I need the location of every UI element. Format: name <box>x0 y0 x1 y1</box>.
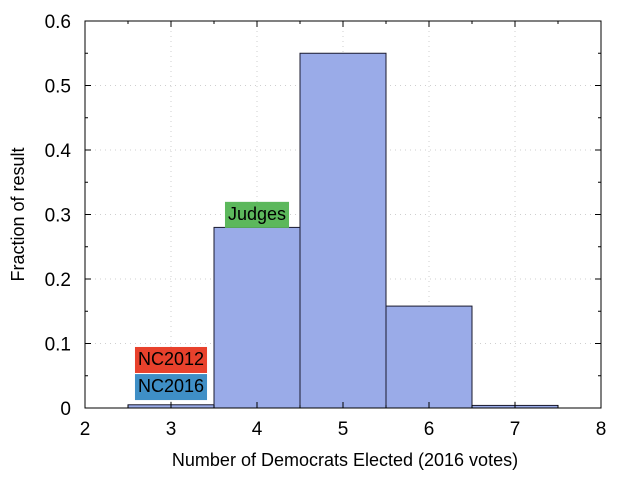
x-tick-label: 7 <box>510 419 521 440</box>
annotation-nc2012: NC2012 <box>134 346 208 373</box>
annotation-label: NC2012 <box>138 349 204 369</box>
y-tick-label: 0.4 <box>45 141 72 162</box>
annotation-judges: Judges <box>224 201 290 228</box>
annotations: NC2012 NC2016 Judges <box>134 201 290 401</box>
x-tick-label: 2 <box>80 419 91 440</box>
annotation-box <box>224 201 290 228</box>
annotation-box <box>134 346 208 373</box>
y-axis-title: Fraction of result <box>8 147 28 281</box>
x-tick-label: 8 <box>596 419 607 440</box>
annotation-label: Judges <box>228 204 286 224</box>
x-tick-label: 3 <box>166 419 177 440</box>
x-axis-title: Number of Democrats Elected (2016 votes) <box>172 450 518 470</box>
histogram-bar <box>213 226 301 409</box>
histogram-bar <box>299 52 387 409</box>
axis-ticks: 2 3 4 5 6 7 8 0 0.1 0.2 0.3 0.4 0.5 0.6 <box>45 12 607 440</box>
annotation-nc2016: NC2016 <box>134 374 208 401</box>
grid-lines <box>85 21 601 408</box>
x-tick-label: 5 <box>338 419 349 440</box>
x-tick-label: 4 <box>252 419 263 440</box>
annotation-label: NC2016 <box>138 376 204 396</box>
histogram-bar <box>385 305 473 409</box>
y-tick-label: 0.2 <box>45 270 71 291</box>
annotation-box <box>134 374 208 401</box>
y-tick-label: 0.1 <box>45 335 71 356</box>
y-tick-label: 0.3 <box>45 206 71 227</box>
x-tick-label: 6 <box>424 419 435 440</box>
y-tick-label: 0.5 <box>45 77 71 98</box>
y-tick-label: 0.6 <box>45 12 71 33</box>
y-tick-label: 0 <box>60 399 71 420</box>
histogram-bars <box>127 52 559 409</box>
